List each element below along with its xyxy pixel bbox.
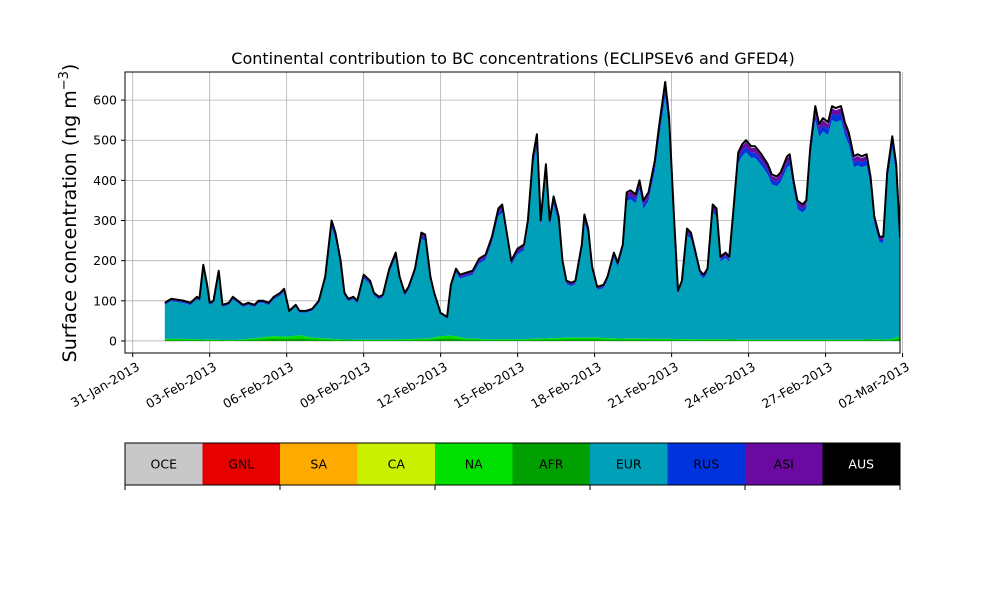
x-tick-label-8: 24-Feb-2013 xyxy=(682,359,758,411)
y-tick-label-6: 600 xyxy=(93,93,117,108)
y-tick-label-4: 400 xyxy=(93,173,117,188)
x-tick-label-3: 09-Feb-2013 xyxy=(297,359,373,411)
x-tick-label-0: 31-Jan-2013 xyxy=(68,359,142,410)
legend-colorbar: OCE GNL SA CA NA AFR EUR RUS ASI AUS xyxy=(124,442,901,490)
area-afr xyxy=(164,338,900,341)
chart-title: Continental contribution to BC concentra… xyxy=(231,49,794,68)
plot-area: 0 100 200 300 400 500 600 31-Jan-2013 03-Feb-201… xyxy=(68,71,912,412)
legend-label-gnl: GNL xyxy=(228,457,254,472)
legend-swatch-na xyxy=(435,443,513,485)
legend-swatch-gnl xyxy=(202,443,281,485)
legend-swatch-asi xyxy=(745,443,823,485)
legend-label-aus: AUS xyxy=(848,457,874,472)
y-tick-label-1: 100 xyxy=(93,293,117,308)
x-tick-label-7: 21-Feb-2013 xyxy=(605,359,681,411)
x-tick-label-5: 15-Feb-2013 xyxy=(451,359,527,411)
axes-frame xyxy=(124,71,901,354)
y-tick-label-5: 500 xyxy=(93,133,117,148)
legend-frame xyxy=(124,442,901,486)
area-eur xyxy=(164,97,900,341)
legend-label-afr: AFR xyxy=(539,457,564,472)
x-tick-label-6: 18-Feb-2013 xyxy=(528,359,604,411)
legend-label-ca: CA xyxy=(388,457,406,472)
y-axis-label: Surface concentration (ng m−3) xyxy=(57,64,81,363)
x-tick-label-4: 12-Feb-2013 xyxy=(374,359,450,411)
x-tick-label-1: 03-Feb-2013 xyxy=(143,359,219,411)
legend-label-oce: OCE xyxy=(151,457,178,472)
legend-swatch-oce xyxy=(125,443,203,485)
legend-label-asi: ASI xyxy=(774,457,794,472)
x-tick-label-10: 02-Mar-2013 xyxy=(835,359,911,412)
y-tick-label-2: 200 xyxy=(93,253,117,268)
legend-swatch-afr xyxy=(512,443,591,485)
legend-swatch-aus xyxy=(822,443,901,485)
legend-label-na: NA xyxy=(465,457,483,472)
legend-label-rus: RUS xyxy=(693,457,719,472)
total-line xyxy=(164,81,900,318)
legend-swatch-ca xyxy=(357,443,436,485)
legend-label-eur: EUR xyxy=(616,457,642,472)
legend-swatch-eur xyxy=(590,443,668,485)
legend-swatch-sa xyxy=(280,443,358,485)
y-tick-label-3: 300 xyxy=(93,213,117,228)
legend-swatch-rus xyxy=(667,443,746,485)
y-tick-label-0: 0 xyxy=(109,333,117,348)
area-na xyxy=(164,335,900,341)
x-tick-label-9: 27-Feb-2013 xyxy=(759,359,835,411)
legend-label-sa: SA xyxy=(310,457,327,472)
x-tick-label-2: 06-Feb-2013 xyxy=(220,359,296,411)
